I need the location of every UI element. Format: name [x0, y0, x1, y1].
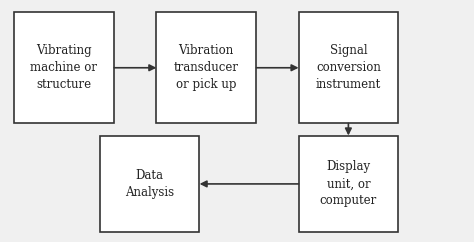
Bar [299, 12, 398, 123]
Bar [100, 136, 199, 232]
Bar [14, 12, 114, 123]
Text: Display
unit, or
computer: Display unit, or computer [320, 160, 377, 207]
Text: Data
Analysis: Data Analysis [125, 169, 174, 199]
Bar [299, 136, 398, 232]
Text: Vibration
transducer
or pick up: Vibration transducer or pick up [173, 44, 239, 91]
Text: Signal
conversion
instrument: Signal conversion instrument [316, 44, 381, 91]
Bar [156, 12, 256, 123]
Text: Vibrating
machine or
structure: Vibrating machine or structure [30, 44, 98, 91]
